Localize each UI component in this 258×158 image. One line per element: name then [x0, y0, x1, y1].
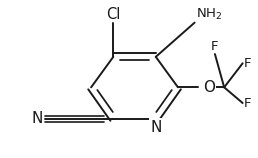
Text: O: O — [203, 80, 215, 95]
Text: Cl: Cl — [106, 7, 120, 22]
Text: NH$_2$: NH$_2$ — [196, 7, 223, 22]
Text: F: F — [244, 57, 251, 70]
Text: N: N — [32, 111, 43, 126]
Text: N: N — [150, 120, 162, 135]
Text: F: F — [211, 40, 219, 53]
Text: F: F — [244, 97, 251, 109]
